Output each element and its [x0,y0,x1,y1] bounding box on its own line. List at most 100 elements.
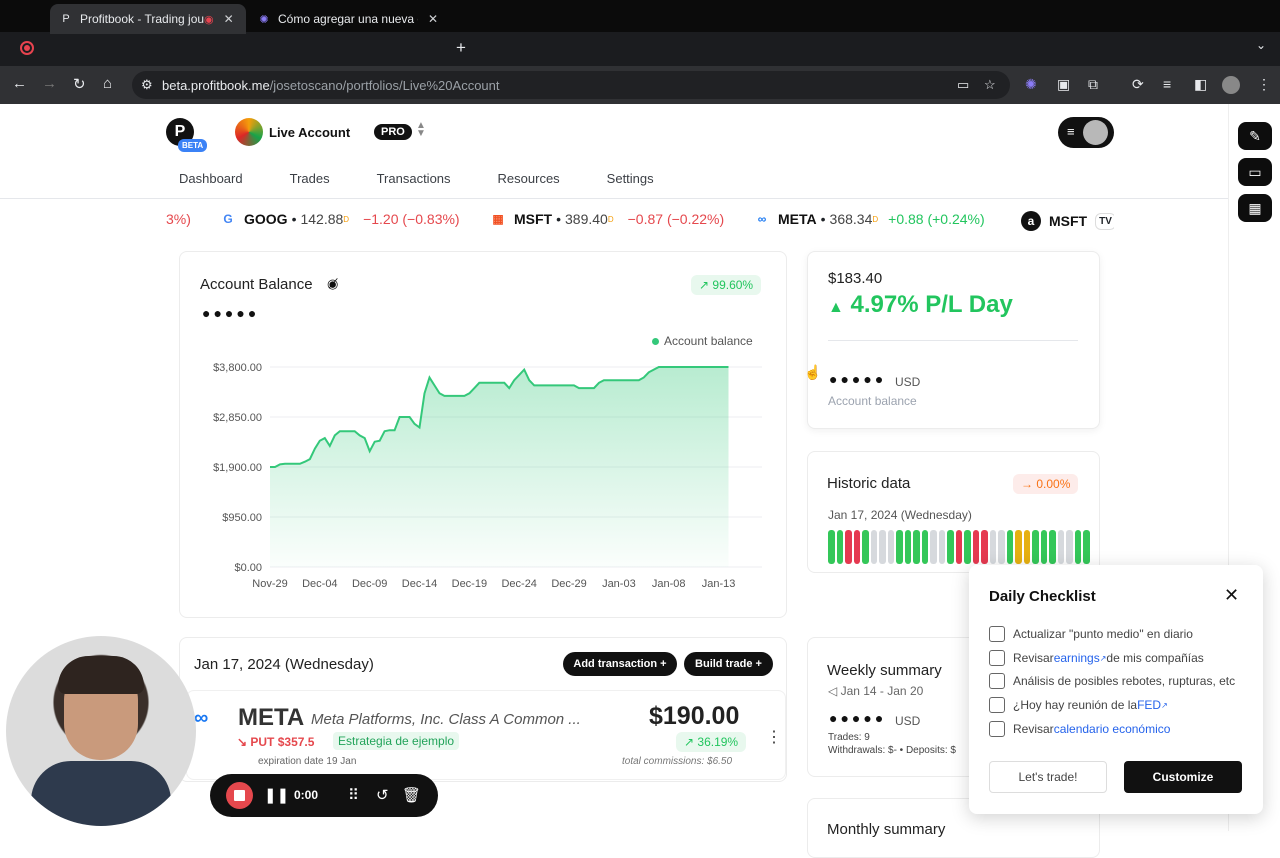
delayed-marker: D [607,214,614,224]
checkbox[interactable] [989,650,1005,666]
ticker-item[interactable]: G GOOG • 142.88 D −1.20 (−0.83%) [220,211,459,227]
history-day-bar[interactable] [998,530,1005,564]
checklist-item[interactable]: Revisar earnings ↗ de mis compañías [989,649,1204,667]
stop-recording-button[interactable] [226,782,253,809]
history-day-bar[interactable] [1040,530,1047,564]
history-day-bar[interactable] [1066,530,1073,564]
extension-icon[interactable]: ▣ [1057,76,1071,92]
checklist-item[interactable]: Análisis de posibles rebotes, rupturas, … [989,672,1235,690]
checklist-link[interactable]: calendario económico [1053,722,1171,736]
ticker-item[interactable]: ▦ MSFT • 389.40 D −0.87 (−0.22%) [490,211,724,227]
profile-avatar[interactable] [1222,76,1240,94]
layout-icon[interactable]: ▦ [1238,194,1272,222]
history-day-bar[interactable] [930,530,937,564]
home-icon[interactable]: ⌂ [103,75,113,92]
bookmark-star-icon[interactable]: ☆ [984,77,996,92]
address-bar[interactable]: beta.profitbook.me/josetoscano/portfolio… [132,71,1010,99]
hide-balance-icon[interactable]: ◉̸ [327,276,339,291]
checklist-item[interactable]: ¿Hoy hay reunión de la FED ↗ [989,696,1168,714]
nav-trades[interactable]: Trades [289,171,330,186]
camera-icon[interactable]: ▭ [957,77,970,92]
checklist-link[interactable]: FED [1137,698,1162,712]
history-day-bar[interactable] [879,530,886,564]
checkbox[interactable] [989,626,1005,642]
history-day-bar[interactable] [981,530,988,564]
checkbox[interactable] [989,673,1005,689]
add-transaction-button[interactable]: Add transaction + [563,652,677,676]
tab-close-icon[interactable]: ✕ [223,12,234,26]
history-day-bar[interactable] [862,530,869,564]
history-day-bar[interactable] [1074,530,1081,564]
customize-button[interactable]: Customize [1124,761,1242,793]
reload-icon[interactable]: ↻ [73,76,86,93]
daily-history-bars[interactable] [828,530,1090,564]
history-day-bar[interactable] [1057,530,1064,564]
checklist-item[interactable]: Actualizar "punto medio" en diario [989,625,1193,643]
ticker-item[interactable]: ∞ META • 368.34 D +0.88 (+0.24%) [754,211,985,227]
lets-trade-button[interactable]: Let's trade! [989,761,1107,793]
edit-note-icon[interactable]: ✎ [1238,122,1272,150]
history-day-bar[interactable] [1023,530,1030,564]
restart-icon[interactable]: ↺ [376,787,389,804]
history-day-bar[interactable] [836,530,843,564]
tab-profitbook[interactable]: P Profitbook - Trading journ ◉ ✕ [50,4,246,34]
history-day-bar[interactable] [1049,530,1056,564]
history-day-bar[interactable] [989,530,996,564]
meta-logo-icon: ∞ [194,707,209,729]
ticker-item[interactable]: a MSFT TV [1021,211,1114,231]
history-day-bar[interactable] [972,530,979,564]
site-info-icon[interactable]: ⚙ [141,77,153,92]
forward-icon[interactable]: → [42,75,57,92]
extension-icon[interactable]: ⟳ [1132,76,1144,92]
pause-icon[interactable]: ❚❚ [264,787,290,804]
history-day-bar[interactable] [904,530,911,564]
new-tab-icon[interactable]: + [456,38,466,57]
balance-line[interactable] [270,366,729,468]
tab-help-article[interactable]: ✺ Cómo agregar una nueva cue ✕ [248,4,448,34]
history-day-bar[interactable] [964,530,971,564]
media-icon[interactable]: ≡ [1163,76,1172,92]
history-day-bar[interactable] [913,530,920,564]
browser-menu-icon[interactable]: ⋮ [1257,76,1271,92]
history-day-bar[interactable] [947,530,954,564]
tab-close-icon[interactable]: ✕ [427,12,439,26]
weekly-trades: Trades: 9 [828,732,870,743]
trash-icon[interactable]: 🗑 [402,787,422,804]
build-trade-button[interactable]: Build trade + [684,652,773,676]
history-day-bar[interactable] [870,530,877,564]
checkbox[interactable] [989,697,1005,713]
history-day-bar[interactable] [887,530,894,564]
drag-handle-icon[interactable]: ⠿ [348,787,359,804]
nav-settings[interactable]: Settings [606,171,654,186]
user-menu-button[interactable]: ≡ [1058,117,1114,148]
close-icon[interactable]: ✕ [1224,585,1240,605]
nav-transactions[interactable]: Transactions [376,171,451,186]
checklist-link[interactable]: earnings [1053,651,1100,665]
account-avatar[interactable] [235,118,263,146]
history-day-bar[interactable] [845,530,852,564]
history-day-bar[interactable] [1083,530,1090,564]
history-day-bar[interactable] [1015,530,1022,564]
history-day-bar[interactable] [938,530,945,564]
nav-resources[interactable]: Resources [497,171,560,186]
history-day-bar[interactable] [1032,530,1039,564]
extension-icon[interactable]: ✺ [1025,76,1037,92]
history-day-bar[interactable] [896,530,903,564]
puzzle-icon[interactable]: ⧉ [1088,76,1098,92]
history-day-bar[interactable] [955,530,962,564]
account-name[interactable]: Live Account [269,125,351,140]
weekly-range[interactable]: ◁ Jan 14 - Jan 20 [828,684,924,698]
history-day-bar[interactable] [853,530,860,564]
side-panel-icon[interactable]: ◧ [1194,76,1208,92]
checklist-item[interactable]: Revisar calendario económico [989,720,1170,738]
account-switch-icon[interactable]: ▲ ▼ [416,120,426,139]
history-day-bar[interactable] [1006,530,1013,564]
trade-more-icon[interactable]: ⋮ [766,729,782,746]
history-day-bar[interactable] [828,530,835,564]
window-icon[interactable]: ▭ [1238,158,1272,186]
back-icon[interactable]: ← [12,75,27,92]
nav-dashboard[interactable]: Dashboard [179,171,243,186]
history-day-bar[interactable] [921,530,928,564]
tab-search-chevron-icon[interactable]: ⌄ [1256,38,1267,52]
checkbox[interactable] [989,721,1005,737]
